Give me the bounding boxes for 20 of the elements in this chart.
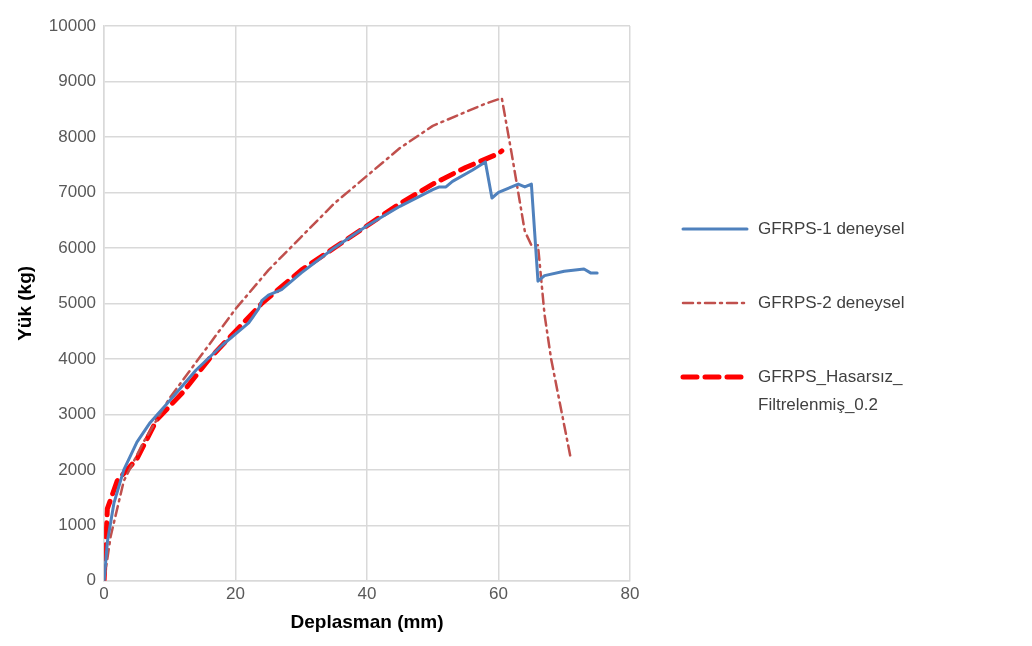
y-tick-label: 4000 bbox=[58, 348, 97, 368]
y-tick-label: 1000 bbox=[58, 515, 97, 535]
y-tick-label: 7000 bbox=[58, 182, 97, 202]
x-tick-label: 20 bbox=[226, 583, 246, 603]
y-tick-label: 5000 bbox=[58, 293, 97, 313]
y-tick-label: 10000 bbox=[48, 15, 97, 35]
y-tick-label: 0 bbox=[86, 570, 97, 590]
x-tick-label: 40 bbox=[357, 583, 377, 603]
y-axis-title: Yük (kg) bbox=[13, 265, 35, 341]
legend-label: GFRPS_Hasarsız_Filtrelenmiş_0.2 bbox=[758, 366, 904, 416]
x-tick-label: 80 bbox=[620, 583, 640, 603]
y-tick-label: 2000 bbox=[58, 459, 97, 479]
x-axis-title: Deplasman (mm) bbox=[290, 610, 444, 632]
x-tick-label: 60 bbox=[489, 583, 508, 603]
legend-label: GFRPS-2 deneysel bbox=[758, 292, 906, 314]
y-tick-label: 9000 bbox=[58, 71, 97, 91]
y-tick-label: 8000 bbox=[58, 126, 97, 146]
y-tick-label: 3000 bbox=[58, 404, 97, 424]
legend-label: GFRPS-1 deneysel bbox=[758, 218, 906, 240]
y-tick-label: 6000 bbox=[58, 237, 97, 257]
